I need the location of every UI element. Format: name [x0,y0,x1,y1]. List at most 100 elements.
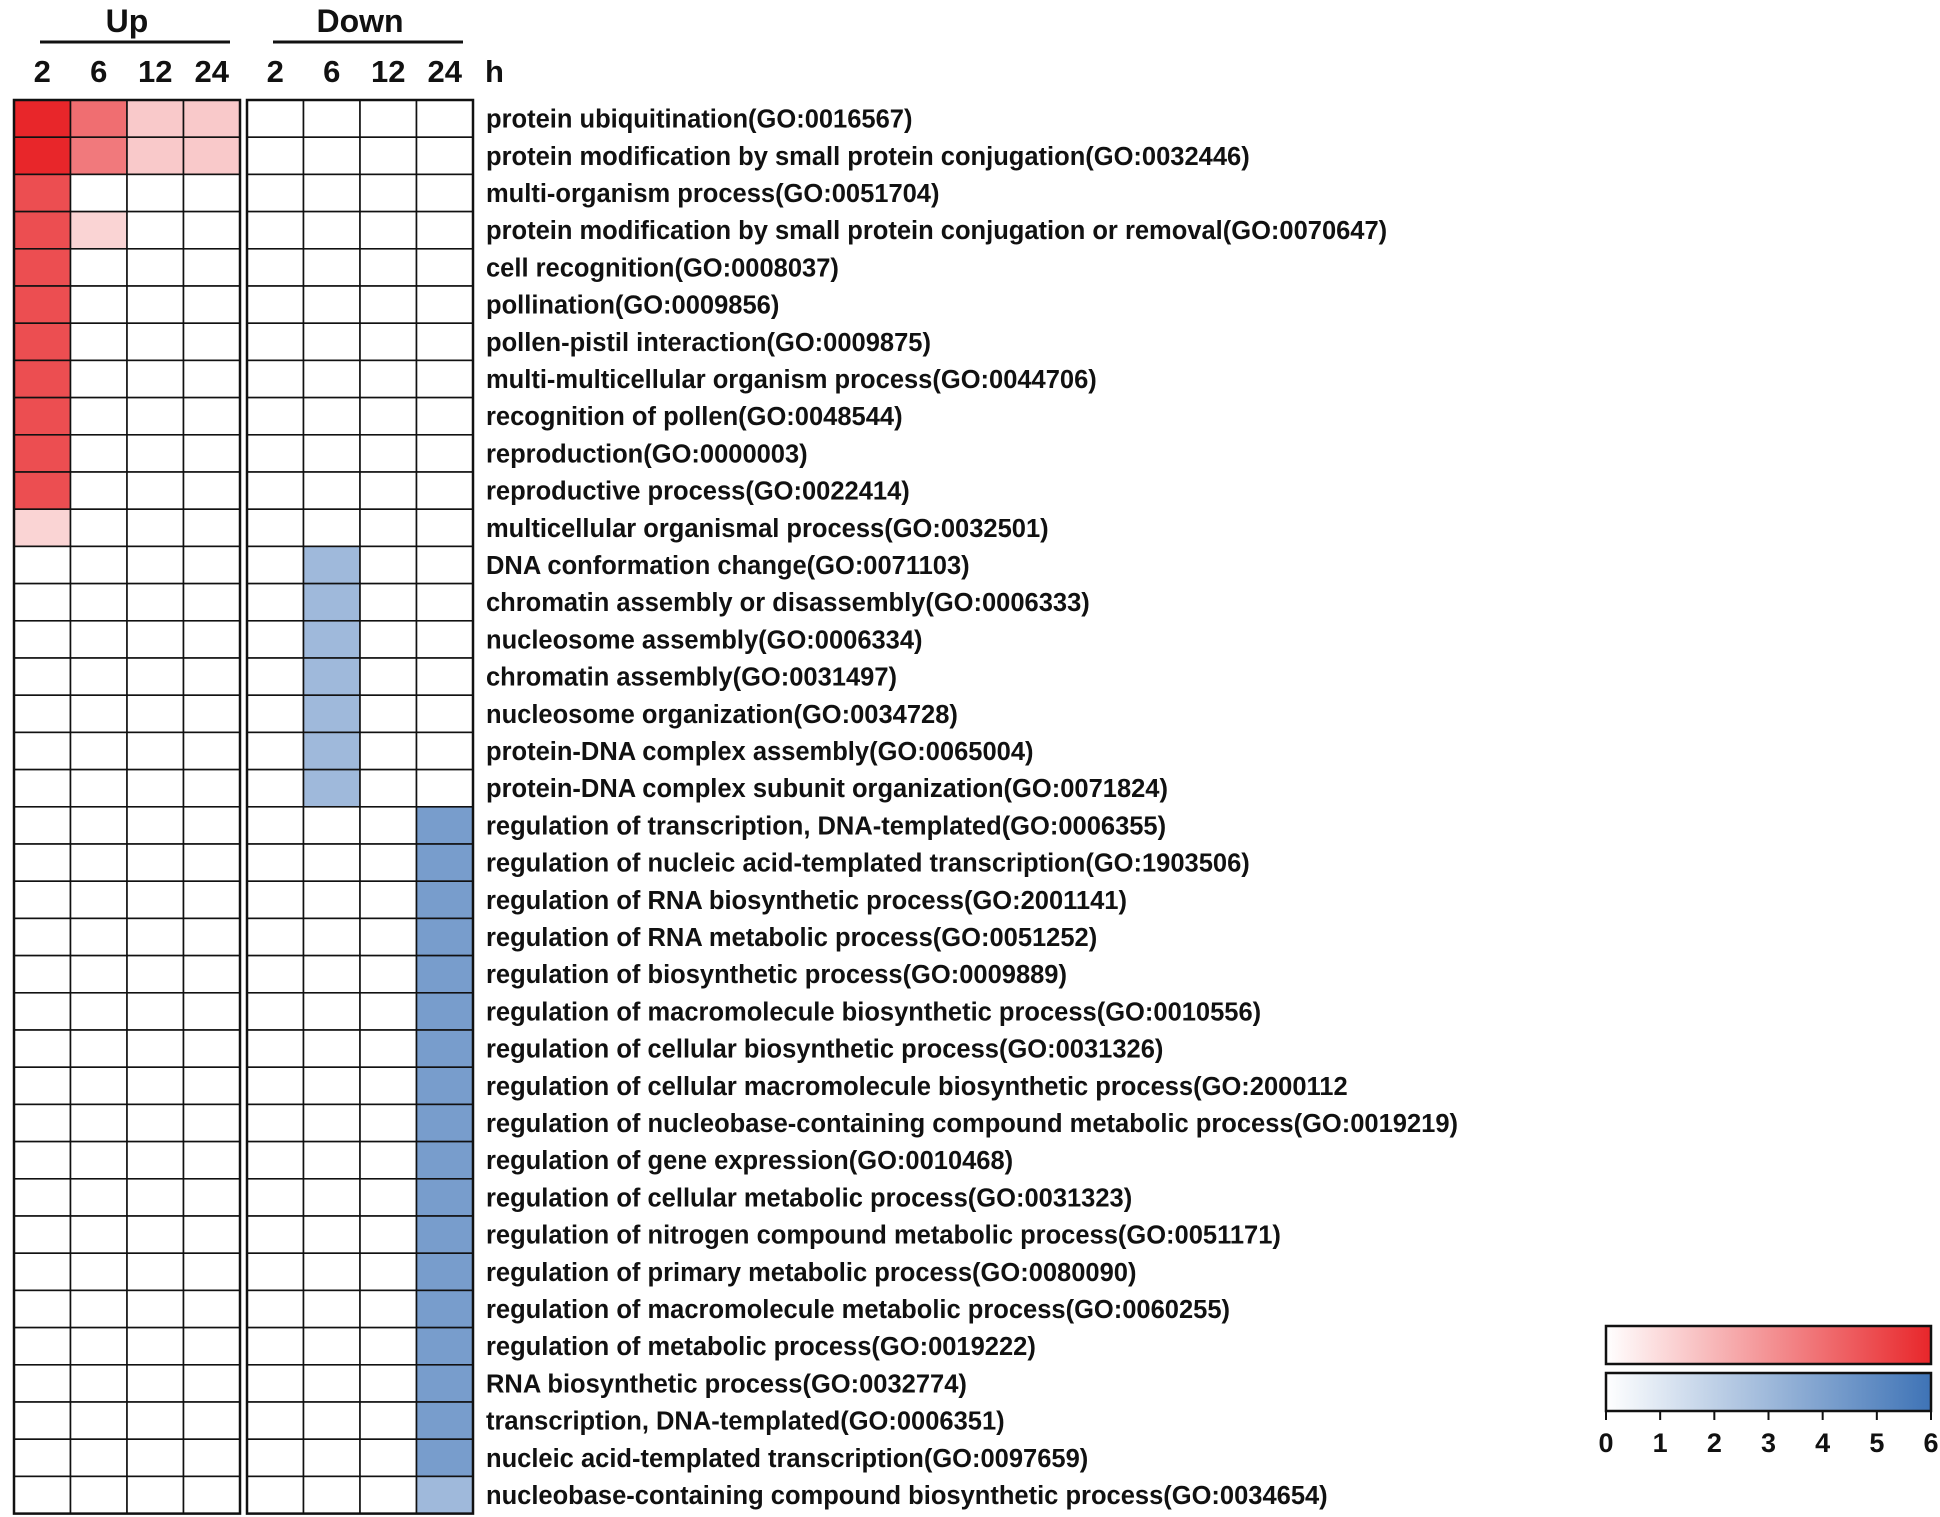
row-label: nucleosome assembly(GO:0006334) [486,626,923,654]
heatmap-cell [415,1364,474,1403]
heatmap-cell [13,1289,72,1329]
heatmap-cell [246,359,305,399]
heatmap-cell [69,210,128,250]
heatmap-cell [182,359,241,399]
heatmap-cell [13,954,72,994]
row-label: multicellular organismal process(GO:0032… [486,515,1049,543]
heatmap-cell [302,173,361,213]
heatmap-cell [359,433,418,473]
heatmap-cell [359,1140,418,1180]
row-label: RNA biosynthetic process(GO:0032774) [486,1370,967,1398]
heatmap-cell [359,248,418,287]
heatmap-cell [246,1103,305,1143]
heatmap-cell [415,991,474,1031]
heatmap-cell [302,657,361,697]
heatmap-cell [69,1401,128,1441]
heatmap-cell [302,471,361,511]
heatmap-cell [302,991,361,1031]
heatmap-cell [415,805,474,845]
time-unit-label: h [485,54,504,89]
heatmap-cell [302,1438,361,1478]
heatmap-cell [69,805,128,845]
row-label: protein ubiquitination(GO:0016567) [486,106,912,134]
heatmap-cell [69,248,128,287]
heatmap-cell [246,1252,305,1292]
heatmap-cell [415,731,474,771]
row-label: multi-organism process(GO:0051704) [486,180,939,208]
heatmap-cell [126,1029,185,1069]
legend-tick-label: 3 [1761,1428,1776,1458]
heatmap-cell [13,396,72,436]
heatmap-cell [302,508,361,548]
heatmap-cell [246,731,305,771]
column-label-down-24: 24 [428,54,463,89]
heatmap-cell [246,954,305,994]
heatmap-cell [246,136,305,176]
heatmap-cell [69,1140,128,1180]
heatmap-cell [359,582,418,622]
heatmap-cell [359,917,418,957]
heatmap-cell [69,768,128,808]
legend-bar-blue [1604,1371,1933,1413]
row-label: chromatin assembly or disassembly(GO:000… [486,589,1090,617]
color-scale-legend: 0 1 2 3 4 5 6 [1598,1324,1939,1458]
heatmap-cell [415,285,474,325]
heatmap-cell [302,1140,361,1180]
heatmap-cell [359,285,418,325]
heatmap-cell [69,1215,128,1255]
row-label: regulation of RNA metabolic process(GO:0… [486,924,1097,952]
heatmap-cell [415,1103,474,1143]
heatmap-cell [126,99,185,139]
heatmap-cell [69,285,128,325]
heatmap-cell [359,322,418,362]
heatmap-cell [69,322,128,362]
heatmap-cell [359,1326,418,1366]
heatmap-cell [415,768,474,808]
heatmap-cell [415,843,474,883]
row-label: transcription, DNA-templated(GO:0006351) [486,1408,1005,1436]
row-label: cell recognition(GO:0008037) [486,254,839,282]
heatmap-cell [182,694,241,734]
heatmap-cell [182,99,241,139]
heatmap-cell [126,285,185,325]
heatmap-cell [415,880,474,920]
heatmap-cell [415,582,474,622]
heatmap-cell [359,1475,418,1515]
heatmap-cell [302,545,361,585]
legend-bar-red [1604,1324,1933,1366]
heatmap-cell [182,471,241,511]
heatmap-cell [13,880,72,920]
heatmap-cell [13,359,72,399]
heatmap-cell [69,396,128,436]
heatmap-cell [13,991,72,1031]
heatmap-cell [302,768,361,808]
row-label: regulation of transcription, DNA-templat… [486,812,1166,840]
heatmap-cell [246,1364,305,1403]
heatmap-cell [182,582,241,622]
heatmap-cell [302,843,361,883]
heatmap-cell [246,508,305,548]
heatmap-cell [126,136,185,176]
heatmap-cell [415,694,474,734]
heatmap-cell [359,508,418,548]
heatmap-cell [246,1326,305,1366]
heatmap-cell [246,433,305,473]
heatmap-cell [126,396,185,436]
heatmap-cell [126,768,185,808]
heatmap-cell [246,768,305,808]
heatmap-cell [126,1326,185,1366]
heatmap-cell [359,805,418,845]
heatmap-cell [359,1438,418,1478]
heatmap-cell [69,99,128,139]
heatmap-cell [302,248,361,287]
heatmap-cell [246,210,305,250]
heatmap-cell [182,1289,241,1329]
heatmap-frame-up [12,98,242,1515]
heatmap-cell [246,694,305,734]
column-label-up-24: 24 [195,54,230,89]
heatmap-cell [246,99,305,139]
heatmap-cell [126,1252,185,1292]
heatmap-cell [246,1178,305,1217]
heatmap-cell [13,694,72,734]
row-label: nucleosome organization(GO:0034728) [486,701,958,729]
